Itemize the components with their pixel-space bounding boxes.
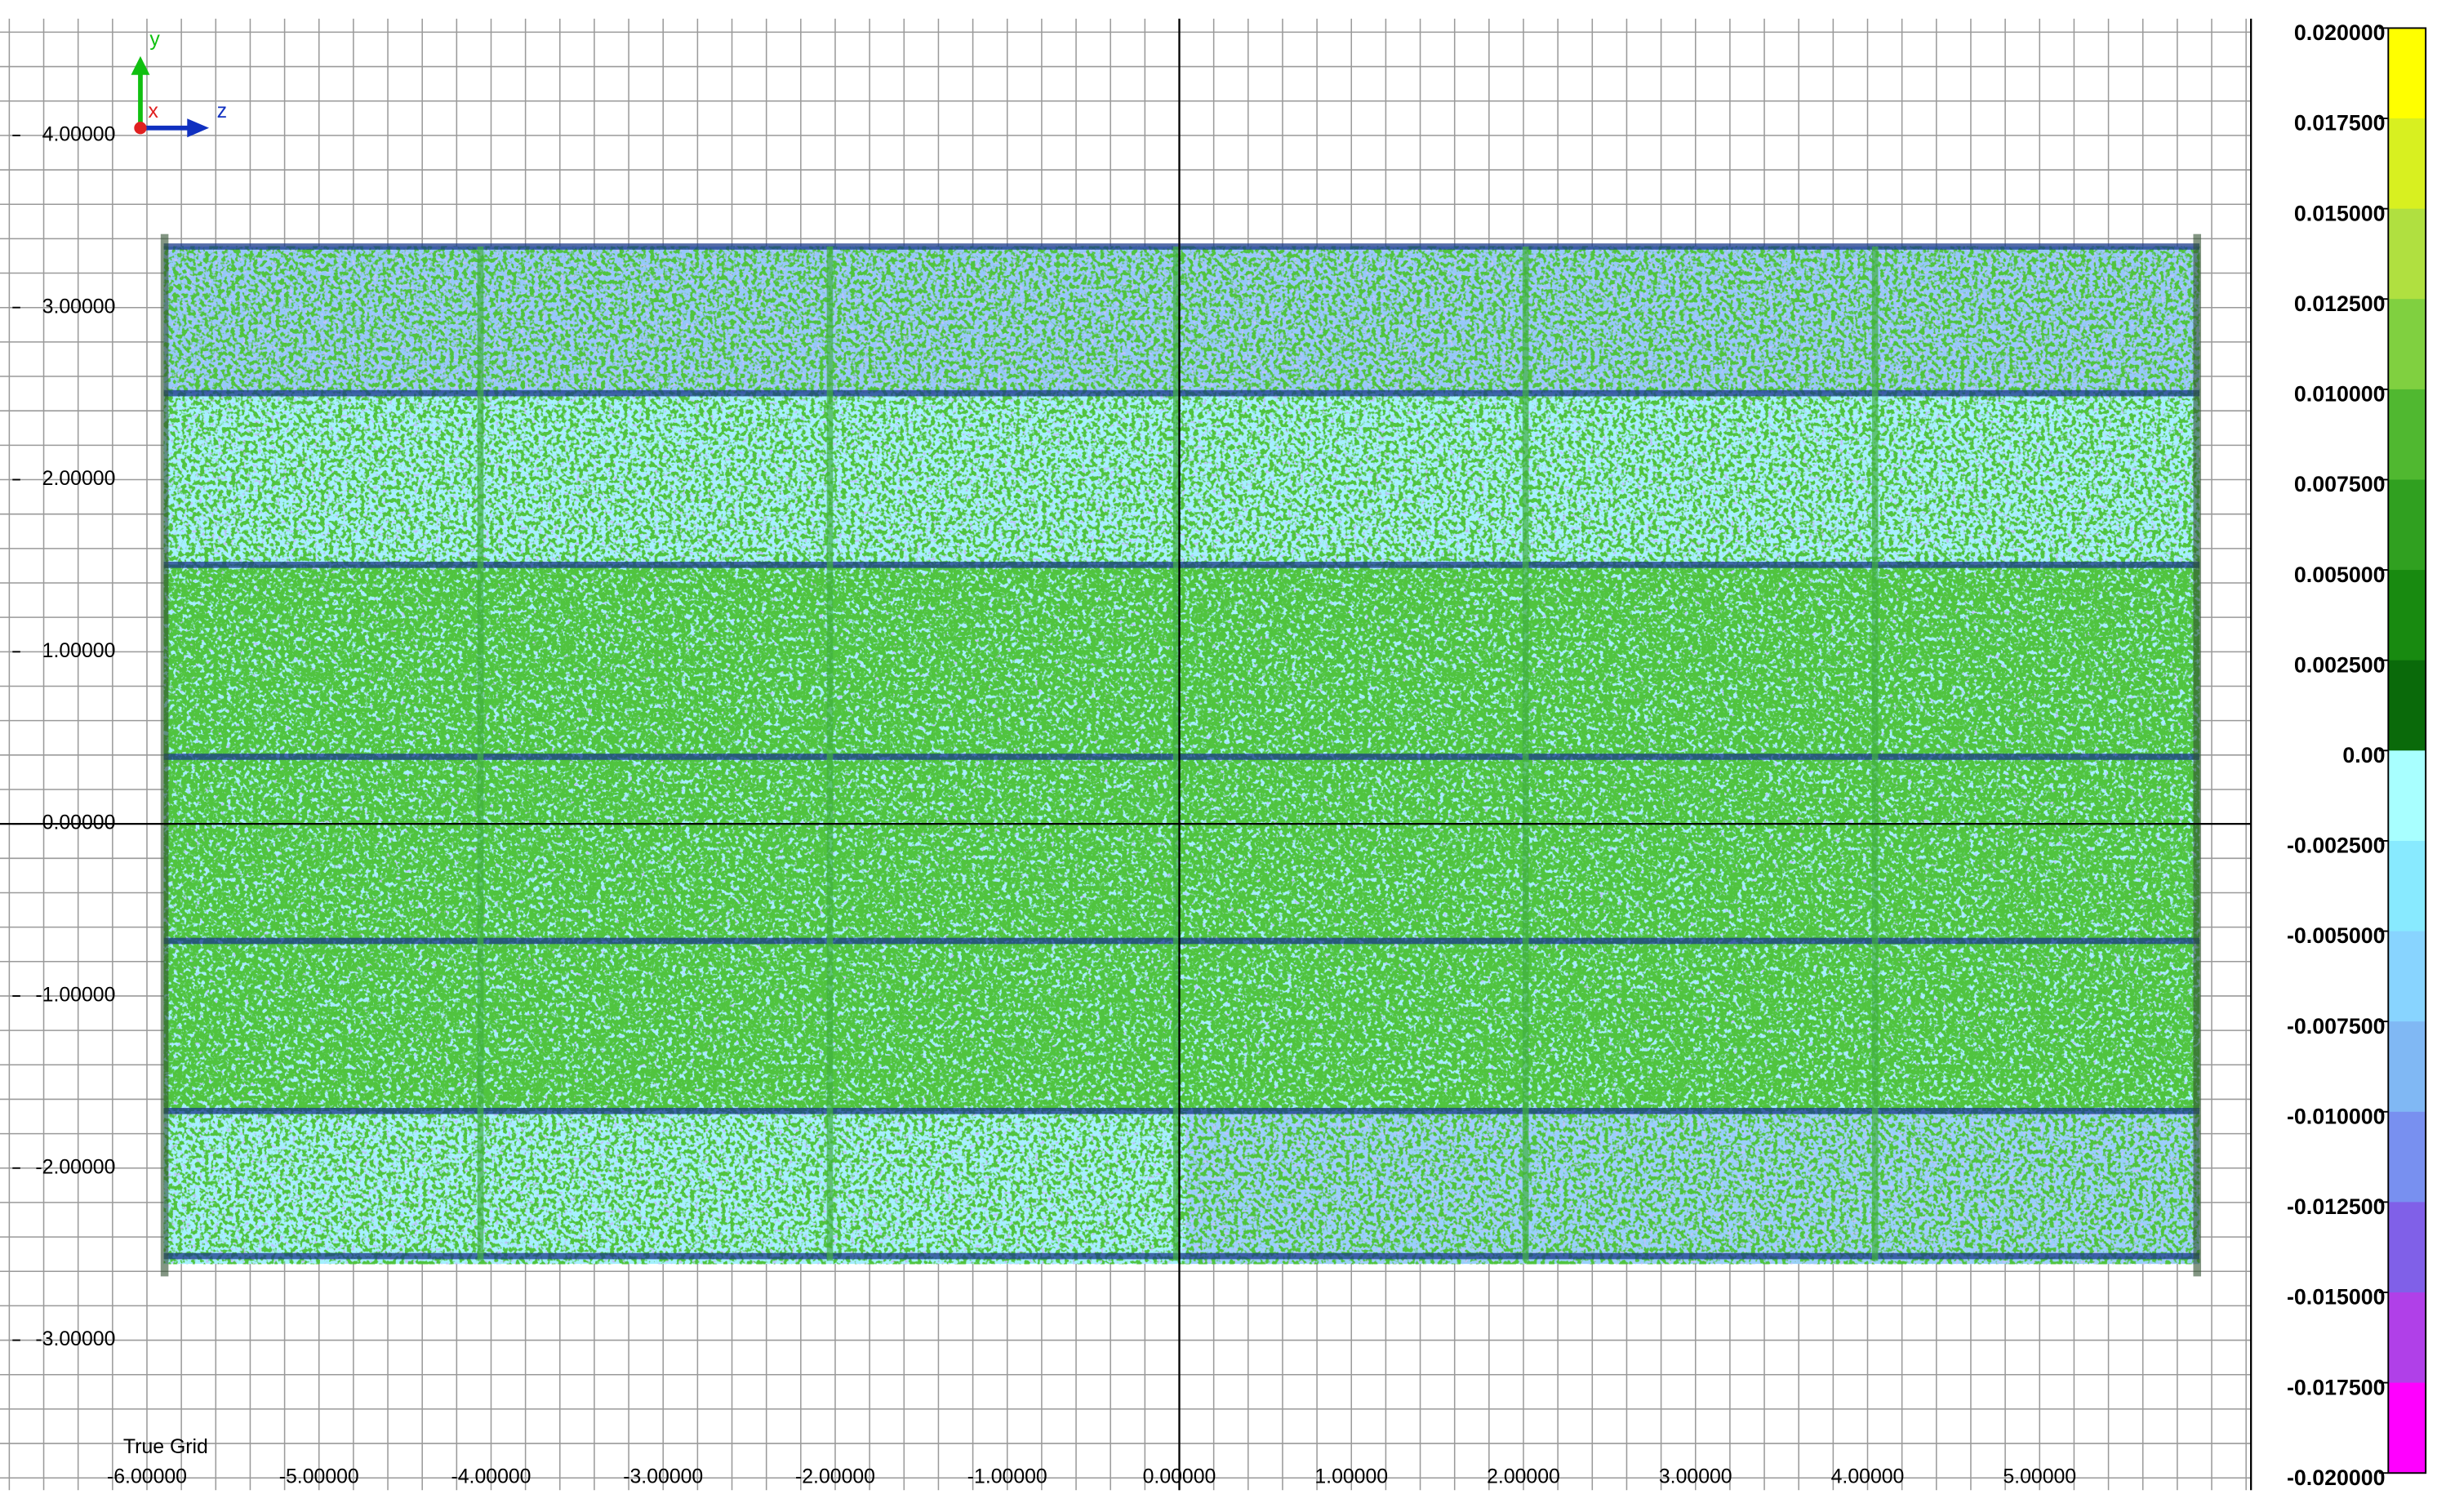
color-scale-label: -0.020000 bbox=[2287, 1465, 2385, 1490]
triad-z-arrow bbox=[187, 118, 210, 138]
frame-beam bbox=[163, 1252, 2200, 1260]
color-band bbox=[2388, 1111, 2426, 1203]
triad-y-arrow bbox=[131, 56, 150, 75]
color-band bbox=[2388, 118, 2426, 210]
frame-post bbox=[1871, 246, 1879, 1261]
frame-edge bbox=[2193, 233, 2202, 1277]
color-scale-label: 0.020000 bbox=[2294, 20, 2386, 45]
color-scale: 0.020000 0.017500 0.015000 0.012500 0.010000… bbox=[2287, 20, 2427, 1490]
triad-x-label: x bbox=[149, 100, 159, 122]
x-tick-label: 4.00000 bbox=[1831, 1466, 1905, 1488]
color-band bbox=[2388, 208, 2426, 300]
frame-post bbox=[477, 246, 484, 1261]
frame-beam bbox=[163, 1107, 2200, 1114]
frame-post bbox=[826, 246, 834, 1261]
x-tick-label: -4.00000 bbox=[451, 1466, 531, 1488]
color-scale-label: 0.012500 bbox=[2294, 291, 2386, 316]
color-band bbox=[2388, 299, 2426, 390]
frame-post bbox=[1522, 246, 1529, 1261]
color-scale-label: -0.005000 bbox=[2287, 923, 2385, 948]
y-tick-label: -3.00000 bbox=[35, 1328, 115, 1350]
color-band bbox=[2388, 750, 2426, 842]
color-band bbox=[2388, 1292, 2426, 1384]
x-tick-label: 5.00000 bbox=[2003, 1466, 2076, 1488]
color-scale-label: -0.002500 bbox=[2287, 834, 2385, 858]
color-scale-label: 0.00 bbox=[2342, 743, 2385, 767]
frame-edge bbox=[160, 233, 169, 1277]
x-tick-label: -3.00000 bbox=[623, 1466, 703, 1488]
color-scale-label: 0.017500 bbox=[2294, 111, 2386, 136]
color-band bbox=[2388, 389, 2426, 481]
frame-lines bbox=[160, 233, 2202, 1277]
color-band bbox=[2388, 1382, 2426, 1474]
y-tick-label: 4.00000 bbox=[42, 123, 116, 145]
color-scale-label: 0.002500 bbox=[2294, 652, 2386, 677]
x-tick-label: 0.00000 bbox=[1143, 1466, 1216, 1488]
color-band bbox=[2388, 479, 2426, 571]
x-tick-label: 1.00000 bbox=[1314, 1466, 1388, 1488]
axes: -6.00000 -5.00000 -4.00000 -3.00000 -2.00000… bbox=[0, 18, 2253, 1491]
grid-label: True Grid bbox=[123, 1436, 208, 1458]
triad-y-label: y bbox=[149, 29, 160, 51]
x-tick-label: -1.00000 bbox=[967, 1466, 1047, 1488]
color-scale-label: -0.012500 bbox=[2287, 1194, 2385, 1219]
map-green-speckle-dense bbox=[163, 564, 2200, 1111]
y-tick-label: -1.00000 bbox=[35, 985, 115, 1007]
color-band bbox=[2388, 1021, 2426, 1113]
color-scale-label: -0.015000 bbox=[2287, 1285, 2385, 1310]
axis-triad: y z x bbox=[131, 29, 227, 138]
x-tick-label: 3.00000 bbox=[1659, 1466, 1732, 1488]
y-tick-label: 1.00000 bbox=[42, 640, 116, 662]
frame-beam bbox=[163, 937, 2200, 945]
color-band bbox=[2388, 840, 2426, 932]
frame-beam bbox=[163, 562, 2200, 568]
y-tick-label: 3.00000 bbox=[42, 296, 116, 318]
color-scale-label: 0.005000 bbox=[2294, 563, 2386, 587]
frame-post bbox=[1172, 246, 1180, 1261]
x-tick-label: -5.00000 bbox=[279, 1466, 359, 1488]
color-band bbox=[2388, 931, 2426, 1023]
color-scale-label: -0.010000 bbox=[2287, 1104, 2385, 1128]
color-scale-label: 0.007500 bbox=[2294, 472, 2386, 496]
color-band bbox=[2388, 570, 2426, 661]
y-tick-label: -2.00000 bbox=[35, 1156, 115, 1178]
frame-beam bbox=[163, 243, 2200, 250]
color-band bbox=[2388, 660, 2426, 752]
triad-z-label: z bbox=[217, 100, 227, 122]
color-scale-label: -0.017500 bbox=[2287, 1375, 2385, 1399]
frame-beam bbox=[163, 754, 2200, 760]
x-tick-label: -6.00000 bbox=[107, 1466, 187, 1488]
frame-beam bbox=[163, 389, 2200, 397]
y-tick-label: 0.00000 bbox=[42, 812, 116, 834]
color-band bbox=[2388, 1202, 2426, 1293]
y-tick-label: 2.00000 bbox=[42, 468, 116, 490]
color-scale-label: -0.007500 bbox=[2287, 1014, 2385, 1038]
triad-x-axis bbox=[134, 122, 147, 135]
color-band bbox=[2388, 28, 2426, 119]
color-scale-label: 0.015000 bbox=[2294, 201, 2386, 225]
x-tick-label: -2.00000 bbox=[795, 1466, 875, 1488]
x-tick-label: 2.00000 bbox=[1487, 1466, 1560, 1488]
color-scale-label: 0.010000 bbox=[2294, 382, 2386, 407]
